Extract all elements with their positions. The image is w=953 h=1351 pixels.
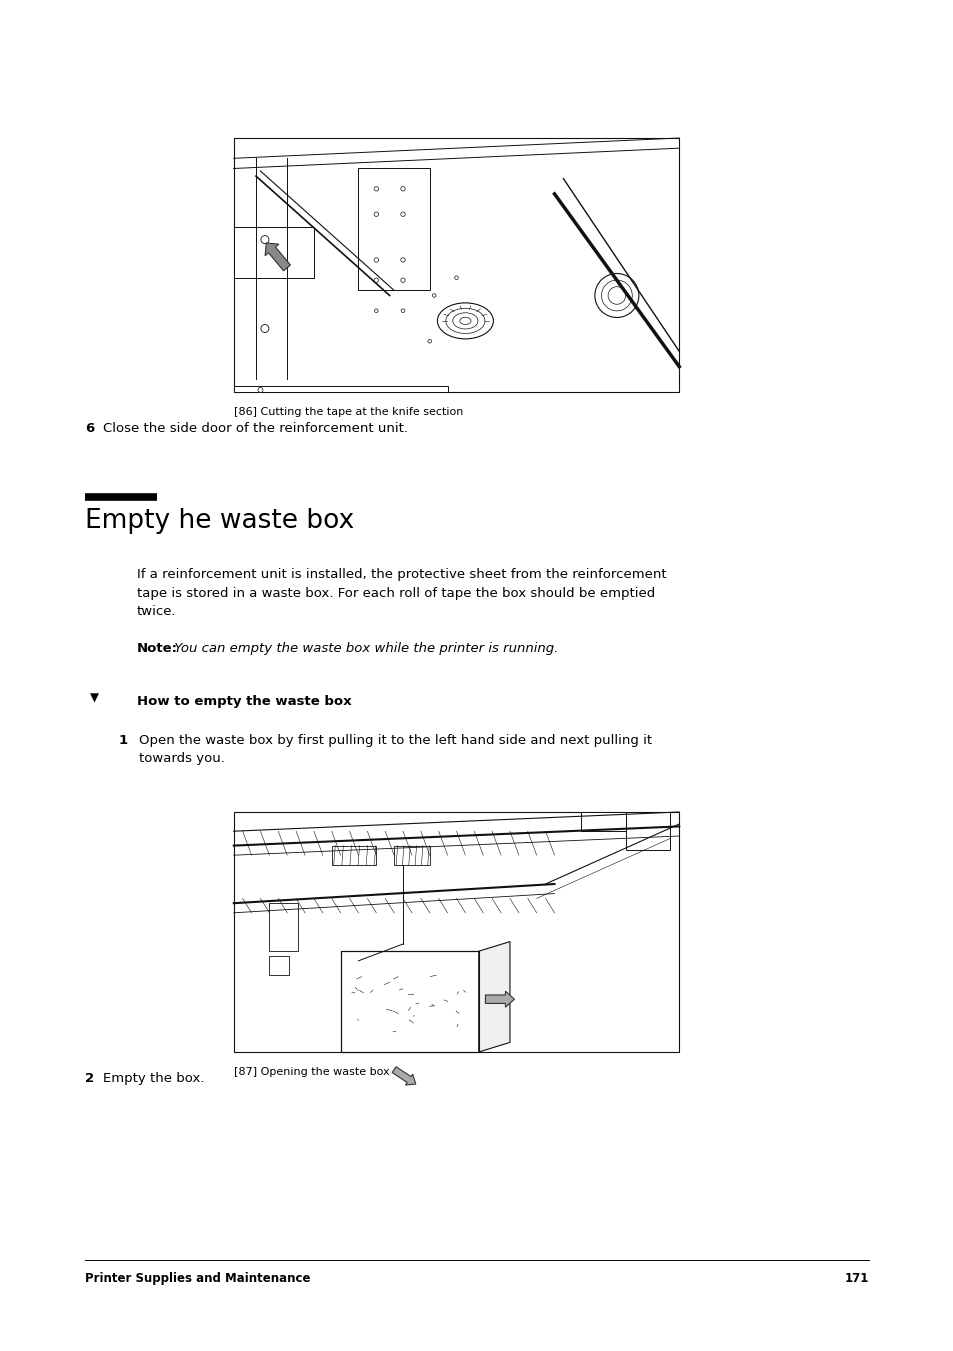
Text: You can empty the waste box while the printer is running.: You can empty the waste box while the pr… [170, 642, 558, 655]
Circle shape [257, 388, 263, 392]
Text: Empty the box.: Empty the box. [103, 1071, 204, 1085]
Bar [394, 846, 429, 865]
Circle shape [432, 293, 436, 297]
Bar [332, 846, 375, 865]
Text: Open the waste box by first pulling it to the left hand side and next pulling it: Open the waste box by first pulling it t… [139, 734, 652, 747]
Text: towards you.: towards you. [139, 753, 225, 765]
FancyArrow shape [265, 243, 290, 270]
Text: How to empty the waste box: How to empty the waste box [137, 694, 352, 708]
Bar [340, 951, 478, 1052]
FancyArrow shape [392, 1067, 416, 1085]
Bar [358, 169, 429, 290]
Circle shape [400, 186, 405, 190]
Text: Printer Supplies and Maintenance: Printer Supplies and Maintenance [85, 1273, 310, 1285]
Text: [86] Cutting the tape at the knife section: [86] Cutting the tape at the knife secti… [233, 407, 462, 417]
Circle shape [374, 212, 378, 216]
Bar [233, 386, 447, 392]
Text: [87] Opening the waste box: [87] Opening the waste box [233, 1067, 389, 1077]
Circle shape [375, 309, 377, 312]
Circle shape [401, 309, 404, 312]
Bar [233, 812, 679, 1052]
Circle shape [595, 273, 639, 317]
Bar [233, 227, 314, 278]
Text: Close the side door of the reinforcement unit.: Close the side door of the reinforcement… [103, 422, 408, 435]
Text: Note:: Note: [137, 642, 178, 655]
Bar [340, 951, 478, 1052]
Text: 2: 2 [85, 1071, 94, 1085]
Circle shape [600, 280, 632, 311]
Ellipse shape [436, 303, 493, 339]
Circle shape [374, 186, 378, 190]
Text: 171: 171 [843, 1273, 868, 1285]
Ellipse shape [445, 308, 484, 334]
Text: 6: 6 [85, 422, 94, 435]
Circle shape [428, 339, 431, 343]
FancyArrow shape [485, 992, 514, 1008]
Bar [580, 812, 625, 831]
Text: 1: 1 [119, 734, 128, 747]
Circle shape [260, 324, 269, 332]
Circle shape [400, 212, 405, 216]
Circle shape [400, 278, 405, 282]
Bar [269, 957, 289, 975]
Circle shape [607, 286, 625, 304]
Text: If a reinforcement unit is installed, the protective sheet from the reinforcemen: If a reinforcement unit is installed, th… [137, 567, 666, 581]
Circle shape [400, 258, 405, 262]
Ellipse shape [459, 317, 471, 324]
Circle shape [455, 276, 457, 280]
Text: Empty he waste box: Empty he waste box [85, 508, 354, 534]
Circle shape [260, 235, 269, 243]
Ellipse shape [453, 313, 477, 330]
Circle shape [374, 258, 378, 262]
Text: tape is stored in a waste box. For each roll of tape the box should be emptied: tape is stored in a waste box. For each … [137, 586, 655, 600]
Text: twice.: twice. [137, 605, 176, 617]
Bar [625, 812, 670, 850]
Polygon shape [478, 942, 510, 1052]
Bar [233, 138, 679, 392]
Circle shape [374, 278, 378, 282]
Text: ▼: ▼ [90, 692, 99, 705]
Bar [269, 904, 298, 951]
